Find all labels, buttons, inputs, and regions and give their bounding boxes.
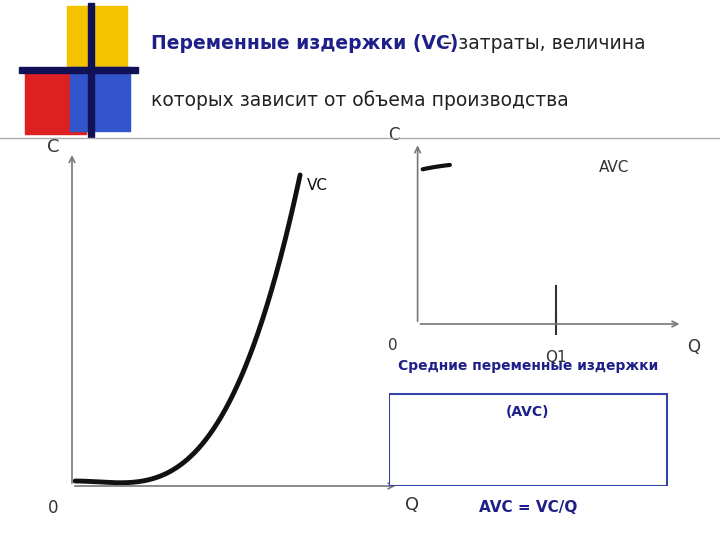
Text: Q1: Q1 bbox=[545, 350, 567, 365]
Bar bbox=[389, 394, 667, 486]
Text: 0: 0 bbox=[387, 338, 397, 353]
Text: VC: VC bbox=[307, 178, 328, 193]
Bar bbox=[19, 67, 138, 73]
Bar bbox=[25, 70, 86, 134]
Bar bbox=[88, 3, 94, 137]
Text: – затраты, величина: – затраты, величина bbox=[444, 34, 646, 53]
Text: C: C bbox=[389, 126, 400, 144]
Text: Q: Q bbox=[405, 496, 419, 514]
Text: Q: Q bbox=[687, 338, 701, 356]
Text: Средние переменные издержки: Средние переменные издержки bbox=[397, 359, 658, 373]
Text: AVC: AVC bbox=[599, 160, 629, 175]
Text: AVC = VC/Q: AVC = VC/Q bbox=[479, 500, 577, 515]
Bar bbox=[66, 6, 127, 73]
Bar bbox=[70, 67, 130, 131]
Text: C: C bbox=[47, 138, 59, 156]
Text: которых зависит от объема производства: которых зависит от объема производства bbox=[151, 90, 569, 110]
Text: Переменные издержки (VC): Переменные издержки (VC) bbox=[151, 34, 459, 53]
Text: 0: 0 bbox=[48, 499, 58, 517]
Text: (AVC): (AVC) bbox=[506, 405, 549, 419]
